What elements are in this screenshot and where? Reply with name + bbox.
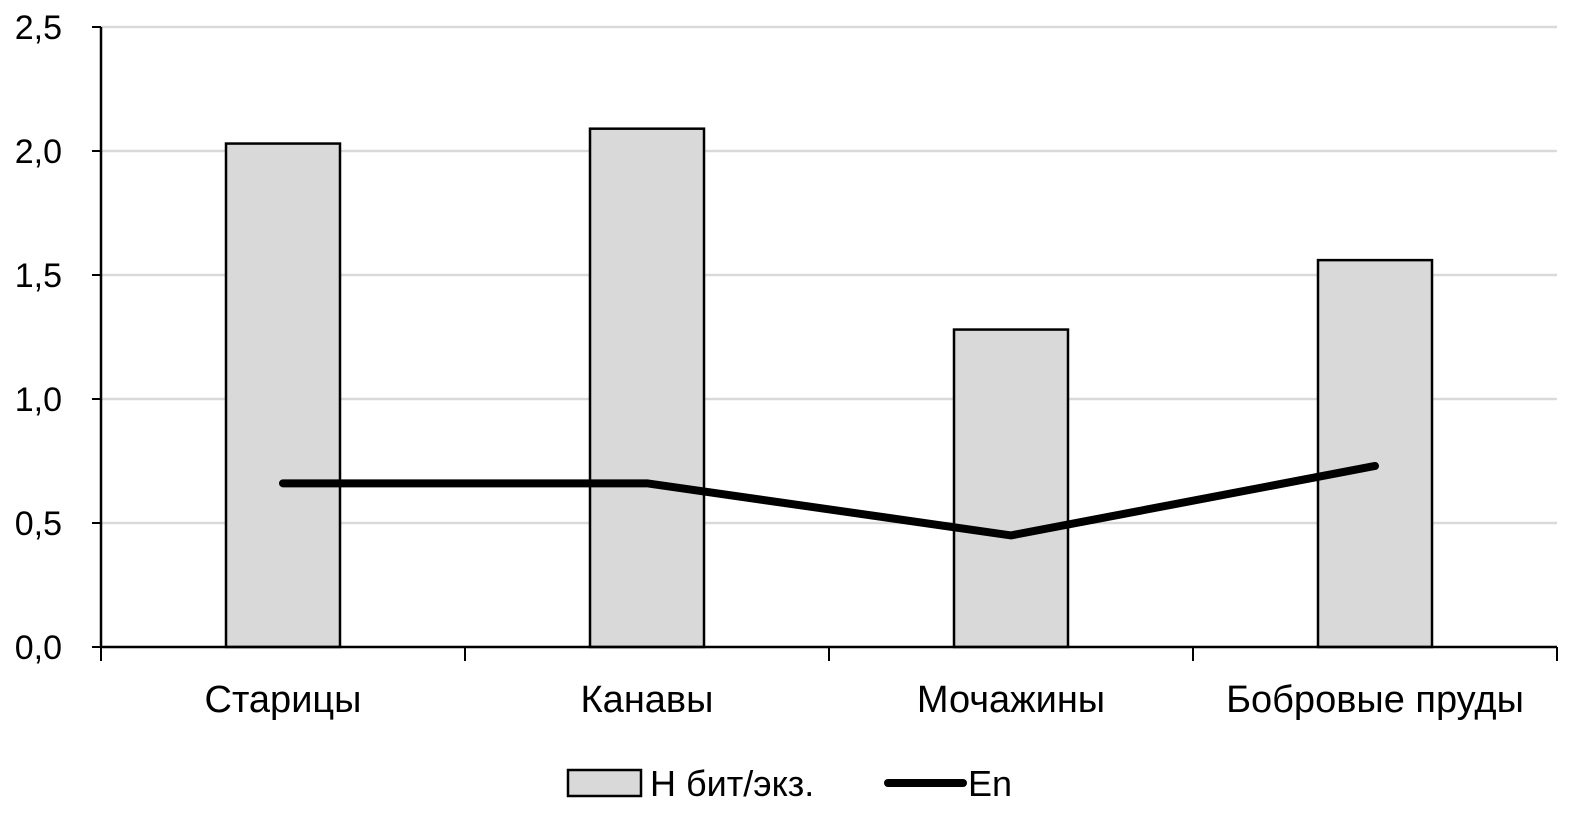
bar [952, 328, 1070, 649]
en-point [1010, 534, 1012, 537]
axis-labels: 0,0 0,5 1,0 1,5 2,0 2,5 Старицы Канавы Мочажины Б… [15, 9, 1524, 721]
legend-bar-label: H бит/экз. [650, 763, 814, 804]
en-series-line [279, 461, 1379, 540]
axes [92, 26, 1558, 661]
en-point [1374, 464, 1376, 467]
x-category-label: Бобровые пруды [1226, 679, 1524, 721]
bar [588, 127, 706, 649]
y-tick-label: 1,0 [15, 381, 62, 419]
bar [1316, 258, 1434, 649]
x-category-label: Старицы [205, 679, 362, 721]
bar-series [224, 127, 1434, 649]
y-tick-label: 2,5 [15, 9, 62, 47]
legend: H бит/экз. En [566, 763, 1012, 804]
legend-line-label: En [968, 763, 1012, 804]
gridlines [101, 25, 1557, 525]
line-series [279, 461, 1379, 540]
y-tick-label: 2,0 [15, 133, 62, 171]
x-category-label: Мочажины [917, 679, 1105, 721]
y-tick-label: 0,0 [15, 629, 62, 667]
x-category-label: Канавы [581, 679, 714, 721]
en-point [282, 482, 284, 485]
y-tick-label: 1,5 [15, 257, 62, 295]
y-tick-label: 0,5 [15, 505, 62, 543]
legend-bar-swatch [566, 768, 643, 798]
bar [224, 142, 342, 649]
en-point [646, 482, 648, 485]
